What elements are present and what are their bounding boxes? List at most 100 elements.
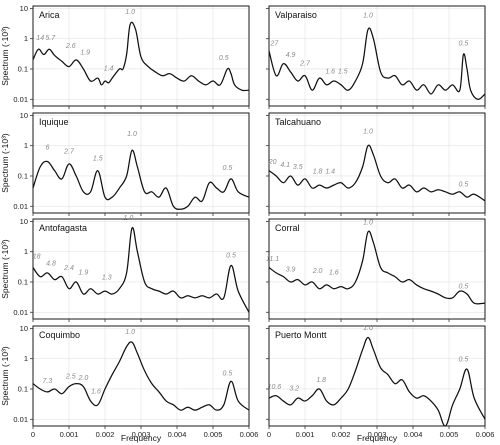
y-tick-label: 1	[24, 247, 28, 256]
panel-title: Arica	[39, 10, 60, 20]
peak-label: 1.4	[104, 65, 114, 72]
panel-title: Antofagasta	[39, 223, 87, 233]
peak-label: 1.0	[124, 215, 134, 222]
x-tick-label: 0	[31, 430, 35, 439]
x-tick-label: 0.006	[476, 430, 495, 439]
x-tick-label: 0.003	[132, 430, 151, 439]
spectrum-line	[268, 27, 486, 100]
y-tick-label: 10	[20, 324, 28, 333]
panel-title: Valparaiso	[275, 10, 317, 20]
panel-title: Coquimbo	[39, 330, 80, 340]
x-tick-label: 0.001	[60, 430, 79, 439]
peak-label: 2.7	[299, 61, 311, 68]
y-tick-label: 10	[20, 111, 28, 120]
panel-puerto-montt: Puerto Montt 10.6 3.2 1.8 1.0 0.5 0 0.001 0.002 0…	[266, 325, 494, 439]
panel-title: Talcahuano	[275, 117, 321, 127]
peak-label: 1.6	[329, 269, 339, 276]
peak-label: 27	[270, 40, 280, 47]
panel-title: Corral	[275, 223, 300, 233]
y-tick-label: 0.1	[18, 277, 28, 286]
peak-label: 14	[36, 35, 44, 42]
peak-label: 0.5	[459, 357, 469, 364]
panel-talcahuano: Talcahuano 20 4.1 3.5 1.8 1.4 1.0 0.5	[266, 112, 486, 216]
peak-label: 2.0	[78, 375, 89, 382]
peak-label: 1.8	[313, 169, 323, 176]
spectrum-line	[32, 227, 250, 313]
spectrum-line	[268, 230, 486, 305]
peak-label: 1.0	[363, 13, 373, 20]
peak-label: 1.4	[325, 169, 335, 176]
peak-label: 1.9	[79, 269, 89, 276]
peak-label: 1.0	[125, 9, 135, 16]
y-tick-label: 10	[20, 4, 28, 13]
peak-label: 1.0	[363, 325, 373, 332]
y-tick-label: 0.1	[18, 64, 28, 73]
y-tick-label: 1	[24, 354, 28, 363]
peak-label: 4.1	[280, 162, 290, 169]
peak-label: 1.6	[91, 389, 101, 396]
peak-label: 20	[268, 159, 277, 166]
x-tick-label: 0.006	[240, 430, 259, 439]
peak-label: 0.5	[219, 55, 229, 62]
y-tick-label: 0.1	[18, 384, 28, 393]
y-tick-label: 0.1	[18, 171, 28, 180]
panel-title: Iquique	[39, 117, 69, 127]
peak-label: 11.1	[266, 256, 279, 263]
y-axis-label: Spectrum (·10³)	[0, 26, 10, 86]
y-tick-label: 10	[20, 217, 28, 226]
x-tick-label: 0.005	[440, 430, 459, 439]
panel-arica: Arica 14 5.7 2.6 1.9 1.4 1.0 0.5 0.01 0.1 1 10 Spect…	[0, 4, 250, 109]
peak-label: 6	[45, 144, 49, 151]
peak-label: 3.5	[293, 164, 303, 171]
peak-label: 1.0	[363, 129, 373, 136]
x-tick-label: 0.005	[204, 430, 223, 439]
x-tick-label: 0.002	[96, 430, 115, 439]
peak-label: 18	[33, 253, 41, 260]
peak-label: 1.5	[93, 156, 103, 163]
panel-valparaiso: Valparaiso 27 4.92.7 1.6 1.5 1.0 0.5	[266, 5, 486, 109]
x-tick-label: 0.004	[168, 430, 187, 439]
panel-iquique: Iquique 6 2.7 1.5 1.0 0.5 0.01 0.1 1 10 Spectrum (…	[0, 111, 250, 216]
x-axis-label: Frequency	[121, 433, 162, 443]
y-axis-label: Spectrum (·10³)	[0, 133, 10, 193]
y-tick-label: 1	[24, 34, 28, 43]
y-tick-label: 0.01	[13, 202, 28, 211]
peak-label: 0.5	[223, 370, 233, 377]
peak-label: 1.0	[127, 131, 137, 138]
x-tick-label: 0.002	[332, 430, 351, 439]
peak-label: 0.5	[226, 252, 236, 259]
spectrum-line	[32, 149, 250, 210]
spectrum-line	[32, 21, 250, 92]
x-tick-label: 0.003	[368, 430, 387, 439]
peak-label: 7.3	[43, 378, 53, 385]
x-axis-label: Frequency	[357, 433, 398, 443]
peak-label: 3.9	[286, 267, 296, 274]
peak-label: 1.5	[338, 69, 348, 76]
x-tick-label: 0.001	[296, 430, 315, 439]
x-tick-label: 0	[267, 430, 271, 439]
y-tick-label: 0.01	[13, 308, 28, 317]
peak-label: 4.8	[46, 261, 56, 268]
peak-label: 2.0	[312, 268, 323, 275]
peak-label: 3.2	[289, 385, 299, 392]
y-axis-label: Spectrum (·10³)	[0, 346, 10, 406]
panel-coquimbo: Coquimbo 7.3 2.5 2.01.6 1.0 0.5 0.01 0.1 1 10 0 0.0…	[0, 324, 258, 439]
peak-label: 5.7	[45, 35, 56, 42]
peak-label: 2.4	[63, 265, 74, 272]
y-axis-label: Spectrum (·10³)	[0, 239, 10, 299]
peak-label: 2.5	[65, 374, 76, 381]
peak-label: 1.9	[80, 50, 90, 57]
x-tick-label: 0.004	[404, 430, 423, 439]
y-tick-label: 1	[24, 141, 28, 150]
peak-label: 1.0	[363, 219, 373, 226]
peak-label: 10.6	[268, 384, 282, 391]
spectrum-line	[32, 341, 250, 411]
panel-corral: Corral 11.1 3.9 2.0 1.6 1.0 0.5	[266, 218, 486, 322]
peak-label: 0.5	[459, 40, 469, 47]
y-tick-label: 0.01	[13, 415, 28, 424]
peak-label: 2.7	[63, 149, 75, 156]
peak-label: 2.6	[65, 43, 76, 50]
panel-antofagasta: Antofagasta 18 4.8 2.4 1.9 1.3 1.0 0.5 0.01 0.1 1 1…	[0, 215, 250, 322]
spectrum-line	[268, 144, 486, 202]
